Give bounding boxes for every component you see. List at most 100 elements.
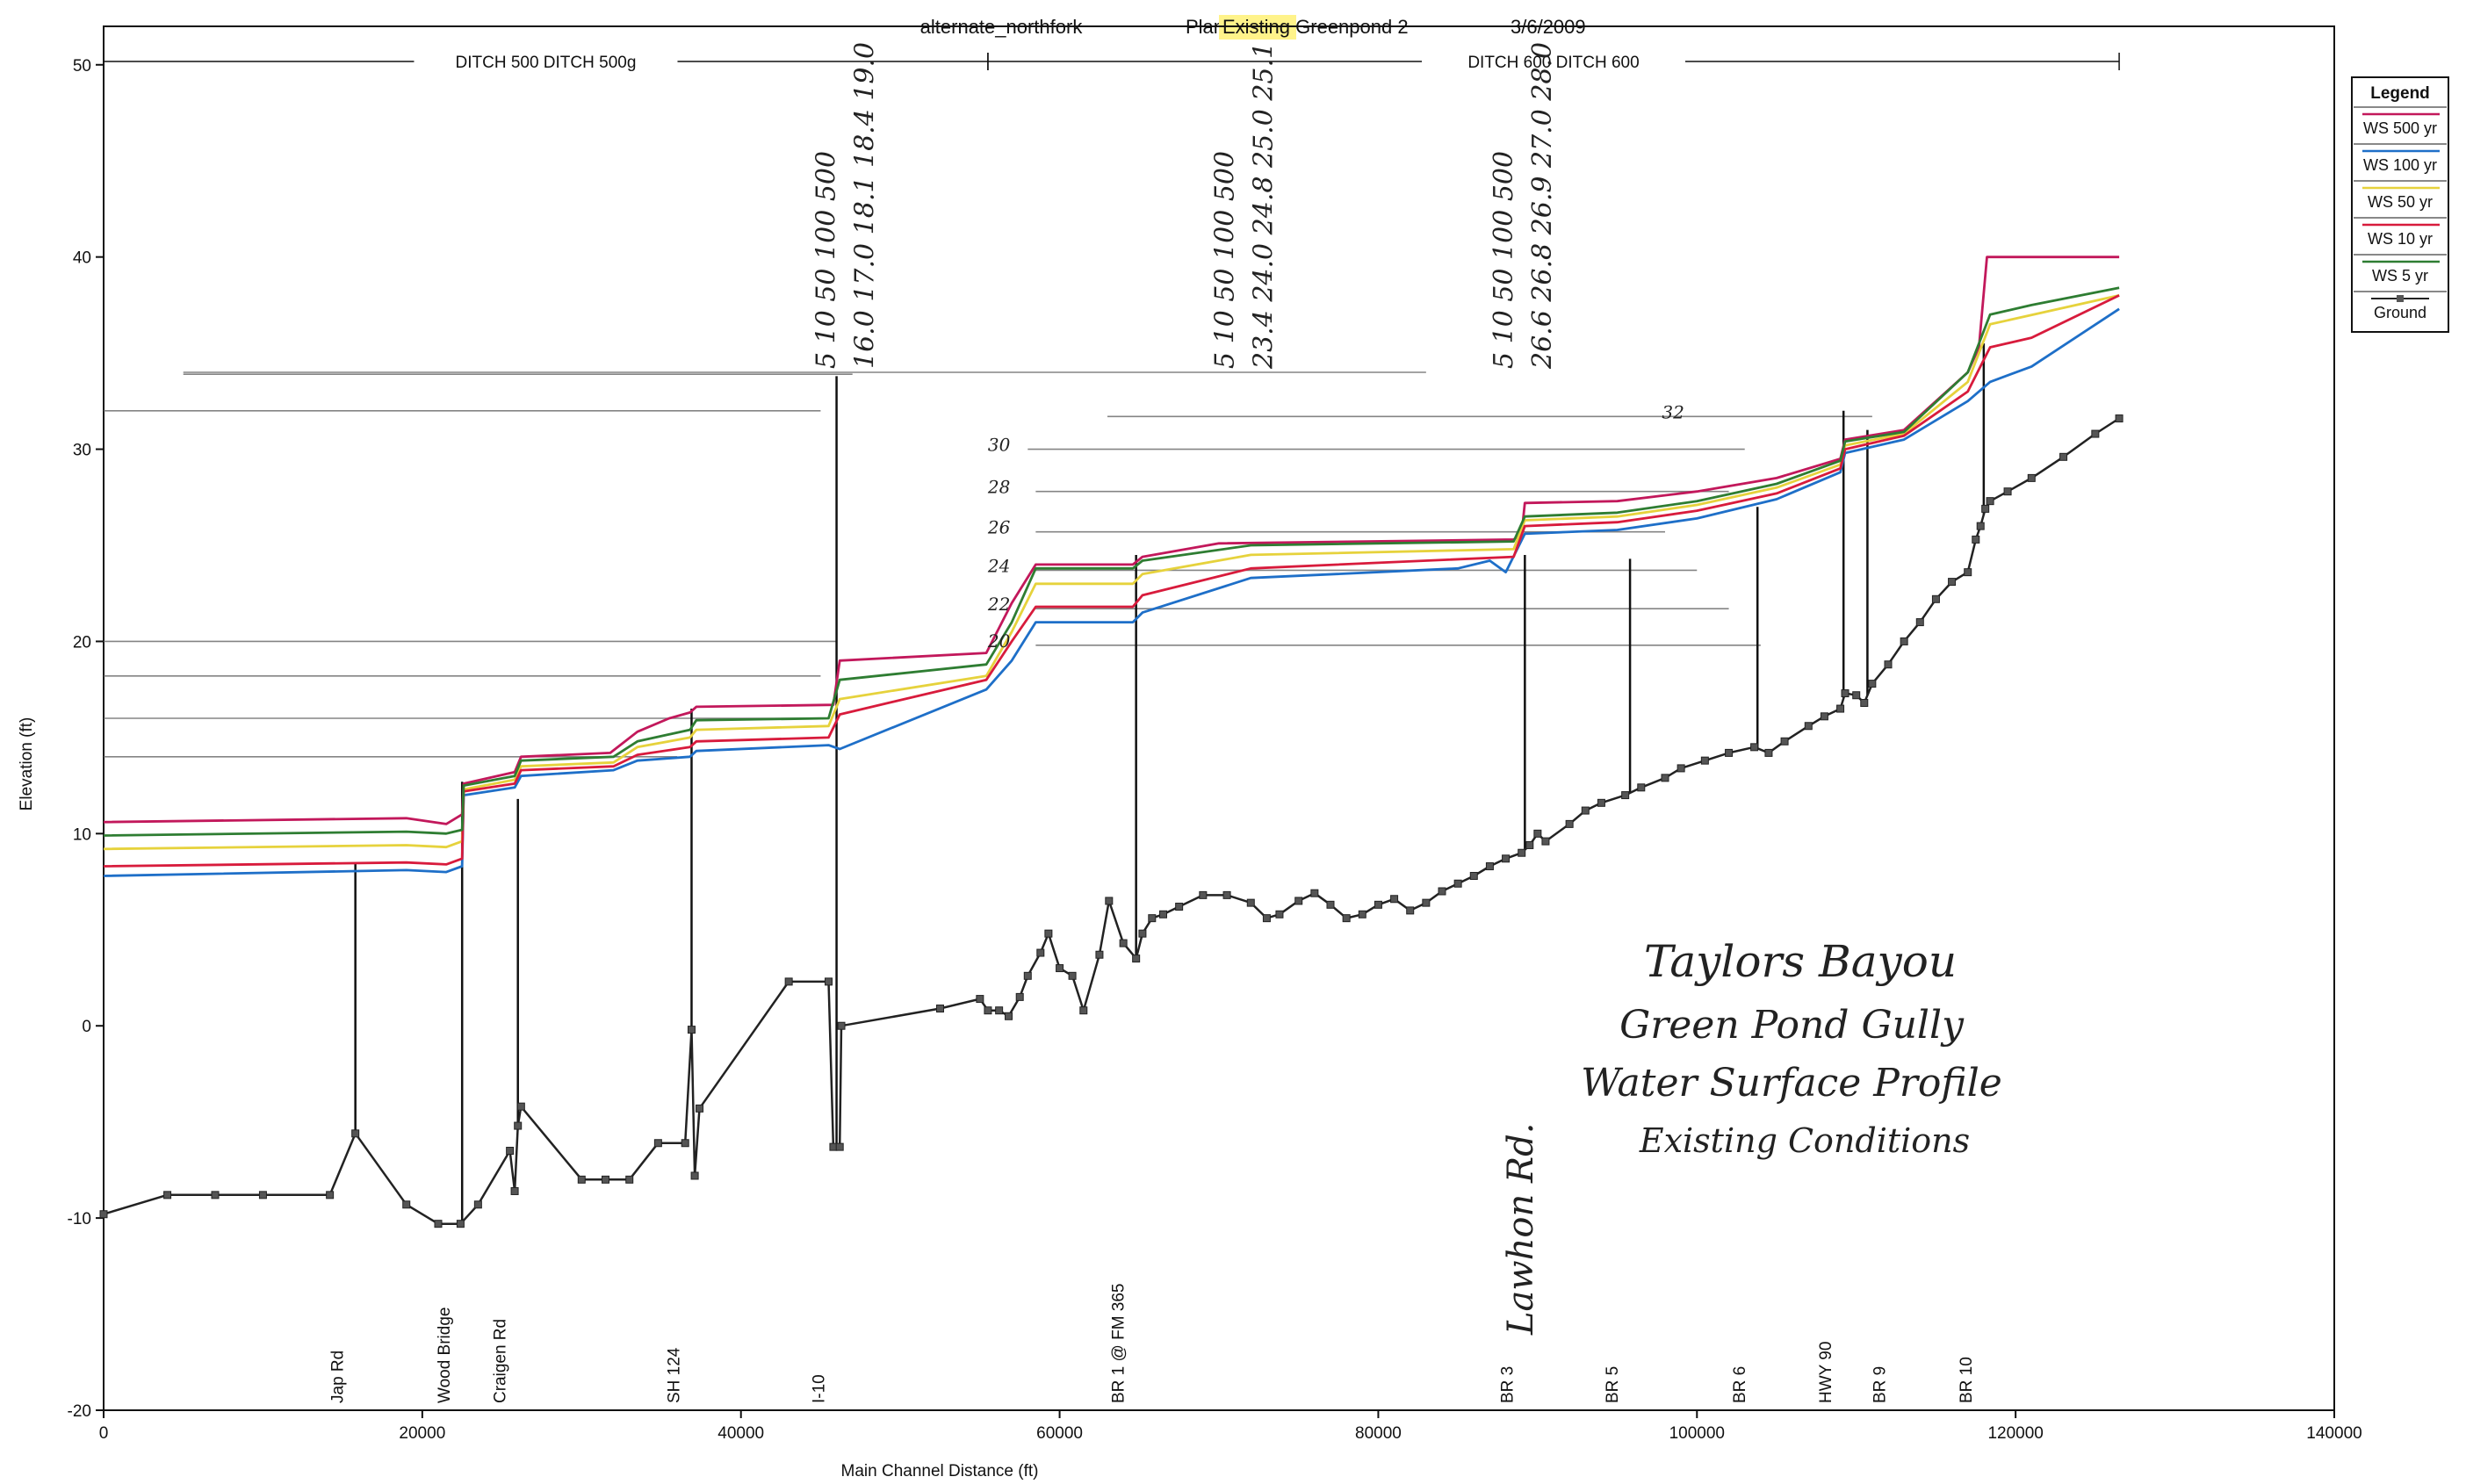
ground-point	[1915, 618, 1924, 627]
ground-point	[1884, 660, 1893, 669]
ground-point	[602, 1175, 609, 1184]
ground-point	[1015, 992, 1024, 1001]
x-tick-label: 100000	[1669, 1424, 1725, 1443]
ground-point	[1621, 791, 1630, 800]
y-tick-label: 30	[73, 442, 91, 460]
handwritten-column-note: 16.0 17.0 18.1 18.4 19.0	[850, 42, 881, 369]
ground-point	[1095, 950, 1104, 959]
ground-point	[1358, 910, 1366, 918]
structure-label: BR 10	[1958, 1357, 1976, 1403]
ground-point	[1804, 722, 1813, 731]
ground-point	[976, 995, 984, 1004]
ground-point	[510, 1186, 519, 1195]
handwritten-column-note: 5 10 50 100 500	[1489, 151, 1519, 369]
ground-point	[1148, 914, 1157, 923]
ground-point	[1294, 897, 1303, 905]
ground-point	[1931, 594, 1940, 603]
ground-point	[1637, 783, 1646, 792]
ground-point	[835, 1142, 844, 1151]
structure-label: SH 124	[665, 1347, 683, 1403]
handwritten-elevation-mark: 24	[987, 555, 1010, 576]
y-tick-label: -10	[68, 1210, 91, 1228]
ground-point	[1374, 900, 1382, 909]
reach-label-bg	[414, 49, 678, 74]
ground-point	[1502, 854, 1511, 863]
ground-point	[1068, 971, 1077, 980]
handwritten-column-note: 26.6 26.8 26.9 27.0 28.0	[1527, 42, 1558, 370]
y-axis-title: Elevation (ft)	[18, 717, 36, 811]
handwritten-elevation-mark: 32	[1662, 401, 1684, 422]
ground-point	[506, 1147, 515, 1155]
ground-point	[163, 1191, 172, 1199]
ground-point	[1533, 829, 1542, 838]
ground-point	[1981, 504, 1990, 513]
note-line-2: Green Pond Gully	[1619, 1003, 1965, 1048]
ground-point	[99, 1210, 108, 1219]
note-line-1: Taylors Bayou	[1644, 936, 1957, 987]
ground-point	[1175, 903, 1184, 911]
ground-point	[1246, 898, 1255, 907]
ground-point	[1518, 848, 1526, 857]
ground-point	[2091, 429, 2100, 438]
ground-point	[687, 1026, 696, 1034]
ground-point	[456, 1220, 465, 1228]
ground-point	[1525, 840, 1534, 849]
reach-label-bg	[1422, 49, 1685, 74]
structure-label: I-10	[811, 1374, 829, 1403]
ground-point	[577, 1175, 586, 1184]
ground-point	[1159, 910, 1167, 918]
ground-point	[1948, 578, 1957, 587]
legend-items: WS 500 yr WS 100 yr WS 50 yr WS 10 yr WS 5 y…	[2354, 106, 2447, 321]
ground-point	[258, 1191, 267, 1199]
legend-item-label: WS 50 yr	[2368, 193, 2433, 211]
ground-point	[434, 1220, 443, 1228]
ground-point	[1422, 898, 1431, 907]
x-tick-label: 80000	[1355, 1424, 1402, 1443]
ground-point	[1820, 712, 1828, 721]
legend: Legend WS 500 yr WS 100 yr WS 50 yr WS 10 y…	[2351, 76, 2449, 333]
ground-point	[1199, 890, 1208, 899]
y-tick-label: 50	[73, 57, 91, 76]
y-tick-label: 10	[73, 825, 91, 844]
ground-point	[2003, 487, 2012, 496]
ground-point	[1390, 895, 1399, 904]
structure-label: Craigen Rd	[492, 1319, 510, 1403]
ground-point	[1138, 929, 1147, 938]
ground-point	[625, 1175, 634, 1184]
ground-point	[1661, 774, 1669, 782]
ground-point	[1105, 897, 1114, 905]
ground-point	[1780, 737, 1789, 746]
ground-point	[1541, 837, 1550, 846]
legend-box	[2351, 76, 2449, 333]
ground-point	[2115, 414, 2124, 423]
y-tick-label: -20	[68, 1402, 91, 1421]
ground-point	[1852, 691, 1861, 700]
ground-point	[1868, 680, 1877, 688]
ground-point	[784, 977, 793, 986]
ground-point	[1700, 756, 1709, 765]
ground-point	[1406, 906, 1415, 915]
ground-point	[1581, 806, 1590, 815]
handwritten-elevation-mark: 28	[987, 477, 1010, 498]
reach-label: DITCH 600 DITCH 600	[1467, 54, 1639, 72]
lawhon-rd-note: Lawhon Rd.	[1501, 1123, 1541, 1336]
x-tick-label: 140000	[2306, 1424, 2361, 1443]
y-tick-label: 20	[73, 633, 91, 652]
ground-point	[1750, 743, 1759, 752]
ground-point	[1023, 971, 1032, 980]
handwritten-column-note: 5 10 50 100 500	[1209, 151, 1240, 369]
ground-point	[1326, 900, 1335, 909]
note-line-4: Existing Conditions	[1639, 1121, 1970, 1160]
ground-point	[1222, 890, 1231, 899]
structure-label: Jap Rd	[329, 1351, 348, 1403]
structure-label: BR 1 @ FM 365	[1110, 1284, 1128, 1404]
ground-point	[1262, 914, 1271, 923]
ground-point	[1119, 939, 1128, 947]
ground-point	[653, 1139, 662, 1148]
ground-point	[995, 1006, 1004, 1015]
handwritten-elevation-mark: 26	[987, 517, 1011, 538]
ground-point	[984, 1006, 992, 1015]
structure-label: BR 6	[1731, 1366, 1749, 1403]
ground-point	[402, 1200, 411, 1209]
